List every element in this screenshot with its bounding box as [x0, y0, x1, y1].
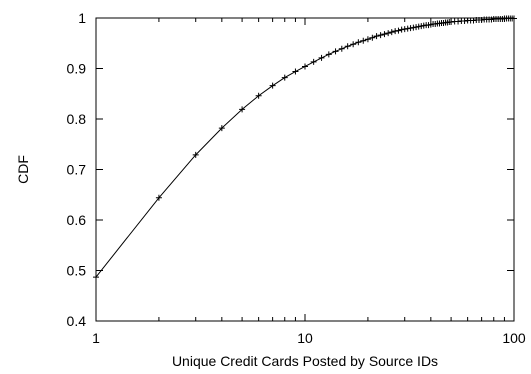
data-point — [355, 39, 362, 46]
data-point — [401, 26, 408, 33]
y-tick-label: 0.6 — [67, 212, 87, 228]
data-point — [344, 43, 351, 50]
data-point — [93, 274, 99, 281]
data-point — [413, 24, 420, 31]
data-point — [281, 74, 288, 81]
data-point — [470, 17, 477, 24]
data-point — [255, 92, 262, 99]
data-point — [404, 25, 411, 32]
data-point — [461, 18, 468, 25]
x-tick-label: 10 — [297, 330, 313, 346]
data-point — [373, 33, 380, 40]
data-point — [310, 58, 317, 65]
data-point — [332, 48, 339, 55]
data-point — [350, 41, 357, 48]
data-point — [155, 194, 162, 201]
data-point — [388, 29, 395, 36]
plot-area: 0.4 0.5 0.6 0.7 0.8 0.9 1 1 10 100 — [67, 10, 526, 346]
data-point — [511, 15, 517, 22]
data-point — [415, 23, 422, 30]
data-point — [395, 27, 402, 34]
data-point — [338, 45, 345, 52]
data-point — [269, 82, 276, 89]
x-tick-label: 100 — [502, 330, 526, 346]
y-tick-label: 0.5 — [67, 263, 87, 279]
data-point — [218, 125, 225, 132]
data-point — [239, 106, 246, 113]
data-point — [410, 24, 417, 31]
y-tick-label: 0.8 — [67, 111, 87, 127]
data-point — [369, 34, 376, 41]
y-tick-label: 0.7 — [67, 162, 87, 178]
data-point — [192, 151, 199, 158]
x-tick-label: 1 — [92, 330, 100, 346]
data-point — [448, 19, 455, 26]
data-point — [398, 26, 405, 33]
y-tick-label: 0.9 — [67, 61, 87, 77]
data-point — [381, 31, 388, 38]
plot-frame — [95, 17, 515, 322]
data-point — [292, 68, 299, 75]
cdf-line — [95, 18, 514, 278]
data-point — [318, 54, 325, 61]
y-tick-label: 1 — [78, 10, 86, 26]
data-point — [407, 25, 414, 32]
data-point — [364, 36, 371, 43]
data-point — [377, 32, 384, 39]
data-point — [302, 63, 308, 70]
y-axis-label: CDF — [15, 155, 31, 184]
data-point — [455, 18, 462, 25]
data-point — [385, 30, 392, 37]
data-point — [325, 51, 332, 58]
x-axis-label: Unique Credit Cards Posted by Source IDs — [172, 353, 438, 369]
data-point — [360, 37, 367, 44]
y-tick-label: 0.4 — [67, 313, 87, 329]
data-point — [478, 17, 485, 24]
data-point — [392, 28, 399, 35]
